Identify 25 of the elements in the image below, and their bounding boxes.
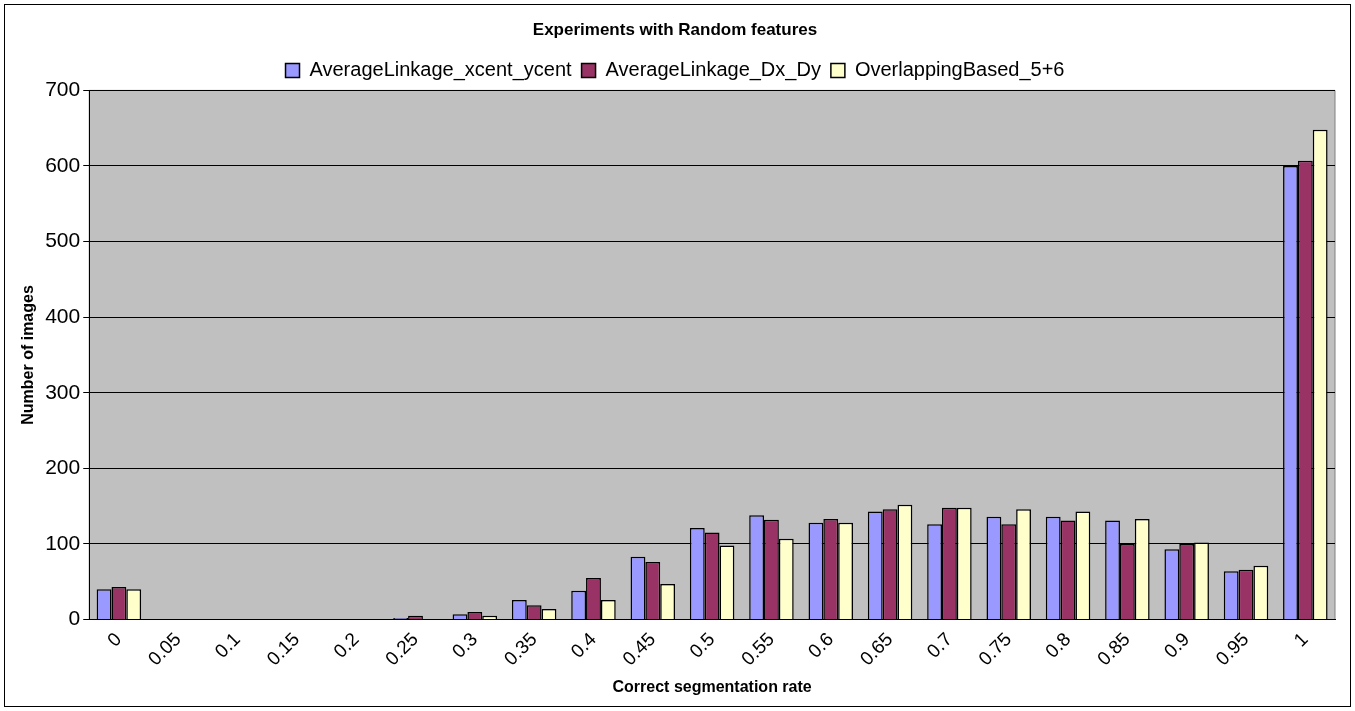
x-tick-label: 0.1 xyxy=(210,628,245,662)
y-tick-label: 400 xyxy=(45,303,81,327)
x-tick-label: 0.8 xyxy=(1041,628,1075,662)
y-tick-label: 600 xyxy=(45,152,81,176)
x-tick-label: 0 xyxy=(103,628,126,651)
legend-label: OverlappingBased_5+6 xyxy=(854,57,1065,81)
y-tick-label: 0 xyxy=(68,606,81,630)
y-tick-label: 100 xyxy=(45,530,81,554)
y-tick-label: 700 xyxy=(45,77,81,101)
x-tick-label: 0.3 xyxy=(447,628,482,662)
legend-label: AverageLinkage_Dx_Dy xyxy=(605,57,821,81)
x-tick-label: 0.7 xyxy=(922,628,956,662)
x-tick-label: 0.6 xyxy=(803,628,838,662)
legend-label: AverageLinkage_xcent_ycent xyxy=(309,57,572,81)
x-tick-label: 0.5 xyxy=(685,628,719,662)
y-tick-label: 300 xyxy=(45,379,81,403)
y-tick-label: 200 xyxy=(45,455,81,479)
chart-title: Experiments with Random features xyxy=(532,19,818,39)
y-tick-label: 500 xyxy=(45,228,81,252)
x-tick-label: 1 xyxy=(1289,628,1312,651)
y-axis-title: Number of images xyxy=(19,285,37,425)
x-tick-label: 0.9 xyxy=(1159,628,1194,662)
x-tick-label: 0.4 xyxy=(566,627,601,662)
x-axis-title: Correct segmentation rate xyxy=(612,677,812,695)
x-tick-label: 0.2 xyxy=(329,628,363,662)
